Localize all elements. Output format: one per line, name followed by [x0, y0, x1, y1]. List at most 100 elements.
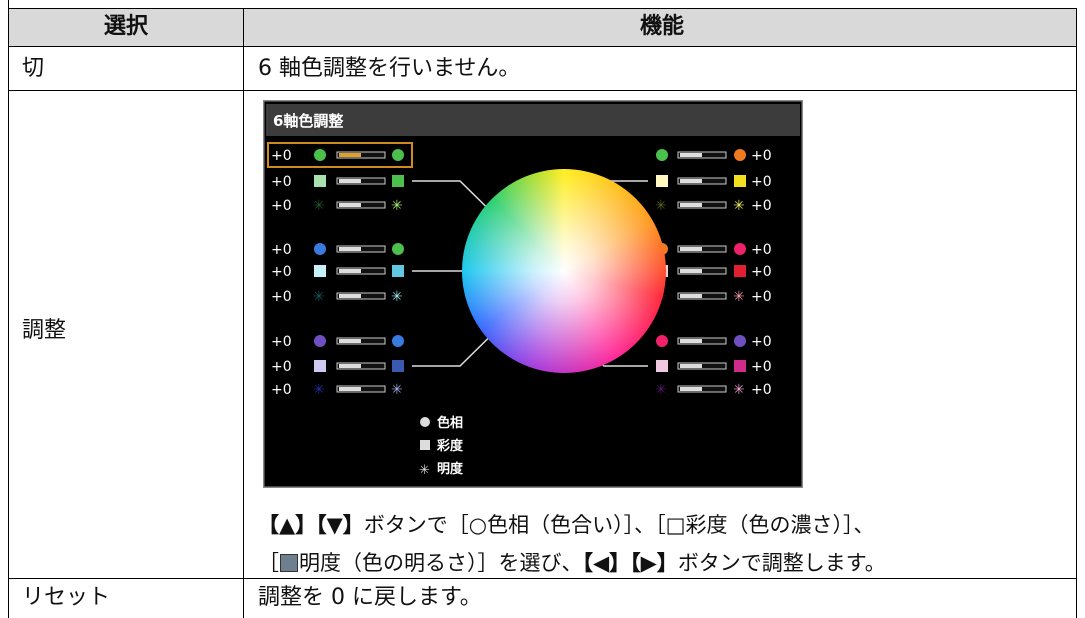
brightness-icon: ✳	[313, 198, 325, 214]
saturation-icon	[656, 360, 668, 372]
text: 明度（色の明るさ）］を選び、	[299, 551, 583, 575]
hue-icon	[314, 243, 326, 255]
cell: 切	[22, 56, 45, 81]
text: 【▲】【▼】	[258, 513, 364, 537]
saturation-icon	[314, 360, 326, 372]
slider-fill	[680, 269, 702, 273]
slider-fill	[680, 247, 702, 251]
saturation-icon	[314, 265, 326, 277]
value: +0	[751, 264, 772, 280]
brightness-icon: ✳	[733, 382, 745, 398]
title-bar	[266, 104, 800, 136]
instruction: 【▲】【▼】ボタンで［○色相（色合い）］、［□彩度（色の濃さ）］、	[258, 515, 874, 536]
text: 【◀】【▶】	[582, 551, 678, 575]
hue-icon	[656, 149, 668, 161]
slider-fill	[680, 153, 702, 157]
brightness-icon: ✳	[313, 289, 325, 305]
brightness-icon: ✳	[391, 198, 403, 214]
value: +0	[751, 334, 772, 350]
screen-title: 6軸色調整	[273, 112, 344, 130]
brightness-icon: ✳	[391, 382, 403, 398]
instruction: ［ 明度（色の明るさ）］を選び、【◀】【▶】ボタンで調整します。	[258, 553, 886, 574]
hue-icon	[392, 149, 404, 161]
saturation-icon	[392, 265, 404, 277]
hue-icon	[392, 243, 404, 255]
slider-fill	[339, 269, 361, 273]
hue-icon	[314, 149, 326, 161]
slider-fill	[680, 339, 702, 343]
value: +0	[271, 359, 292, 375]
slider-fill	[339, 179, 361, 183]
saturation-icon	[734, 360, 746, 372]
border	[8, 46, 1077, 47]
slider-fill	[339, 294, 361, 298]
value: +0	[271, 334, 292, 350]
hue-icon	[734, 149, 746, 161]
border	[243, 8, 244, 618]
value: +0	[271, 382, 292, 398]
border	[1076, 8, 1077, 618]
saturation-icon	[392, 175, 404, 187]
hue-icon	[392, 335, 404, 347]
value: +0	[271, 289, 292, 305]
slider-fill	[680, 179, 702, 183]
hue-icon	[734, 243, 746, 255]
border	[8, 578, 1077, 579]
legend: 色相 彩度 ✳ 明度	[419, 415, 464, 478]
slider-fill	[680, 387, 702, 391]
color-wheel	[462, 169, 666, 373]
value: +0	[751, 198, 772, 214]
text: ボタンで調整します。	[677, 551, 886, 575]
hue-icon	[656, 335, 668, 347]
legend-label: 色相	[437, 415, 463, 431]
border	[8, 8, 1077, 9]
cell: 調整	[22, 318, 67, 343]
value: +0	[751, 242, 772, 258]
value: +0	[751, 359, 772, 375]
cell: リセット	[22, 585, 111, 610]
header-bg	[8, 8, 1077, 46]
text: ［	[258, 551, 279, 575]
legend-label: 彩度	[436, 438, 464, 454]
value: +0	[271, 264, 292, 280]
saturation-icon	[734, 265, 746, 277]
text: ボタンで［○色相（色合い）］、［□彩度（色の濃さ）］、	[363, 513, 875, 537]
header: 選択	[104, 14, 149, 39]
value: +0	[751, 382, 772, 398]
slider-fill	[339, 153, 361, 157]
brightness-icon: ✳	[313, 382, 325, 398]
value: +0	[271, 174, 292, 190]
border	[8, 90, 1077, 91]
brightness-icon: ✳	[655, 198, 667, 214]
saturation-icon	[314, 175, 326, 187]
slider-fill	[339, 364, 361, 368]
header: 機能	[640, 14, 685, 39]
saturation-icon	[656, 175, 668, 187]
cell: 調整を 0 に戻します。	[258, 585, 482, 610]
legend-icon	[420, 440, 430, 450]
slider-fill	[680, 294, 702, 298]
slider-fill	[339, 339, 361, 343]
value: +0	[751, 148, 772, 164]
value: +0	[271, 242, 292, 258]
hue-icon	[734, 335, 746, 347]
brightness-icon: ✳	[733, 198, 745, 214]
screenshot: 6軸色調整 色相 彩度 ✳ 明度 +0 +0 +0 +0 +0 ✳ ✳ ✳ ✳ +0 +0 +0 +0 +…	[263, 100, 803, 488]
value: +0	[271, 198, 292, 214]
slider-fill	[339, 247, 361, 251]
hue-icon	[314, 335, 326, 347]
value: +0	[271, 148, 292, 164]
legend-icon	[420, 417, 430, 427]
value: +0	[751, 289, 772, 305]
saturation-icon	[734, 175, 746, 187]
legend-icon: ✳	[419, 463, 430, 478]
border	[8, 0, 9, 618]
slider-fill	[339, 387, 361, 391]
brightness-icon: ✳	[391, 289, 403, 305]
legend-label: 明度	[437, 461, 464, 477]
brightness-icon: ✳	[655, 382, 667, 398]
value: +0	[751, 174, 772, 190]
slider-fill	[680, 364, 702, 368]
slider-fill	[680, 203, 702, 207]
